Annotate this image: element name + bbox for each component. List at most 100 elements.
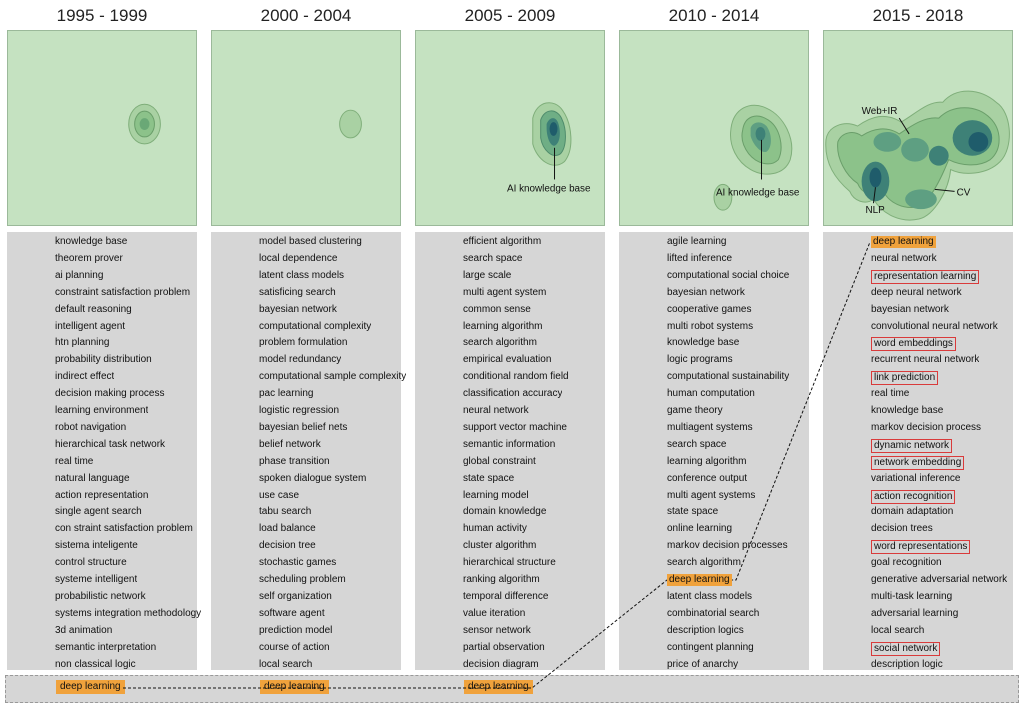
keyword-item[interactable]: robot navigation [55,421,127,433]
keyword-item[interactable]: sistema inteligente [55,540,138,552]
keyword-item[interactable]: social network [871,641,941,656]
keyword-item[interactable]: satisficing search [259,286,336,298]
keyword-item[interactable]: stochastic games [259,557,337,569]
keyword-item[interactable]: word embeddings [871,337,956,352]
keyword-item[interactable]: knowledge base [55,236,128,247]
keyword-item[interactable]: word representations [871,540,971,555]
keyword-item[interactable]: cluster algorithm [463,540,537,552]
keyword-item[interactable]: deep learning [871,236,936,248]
keyword-item[interactable]: price of anarchy [667,658,739,670]
keyword-item[interactable]: belief network [259,438,321,450]
keyword-item[interactable]: game theory [667,405,723,416]
keyword-item[interactable]: tabu search [259,506,312,518]
keyword-item[interactable]: domain adaptation [871,506,954,518]
keyword-item[interactable]: local dependence [259,252,338,264]
keyword-item[interactable]: computational complexity [259,320,372,332]
keyword-item[interactable]: course of action [259,641,330,653]
keyword-item[interactable]: hierarchical structure [463,557,556,569]
keyword-item[interactable]: decision making process [55,388,165,400]
keyword-item[interactable]: probability distribution [55,354,152,366]
keyword-item[interactable]: con straint satisfaction problem [55,523,193,535]
keyword-item[interactable]: bayesian network [259,303,337,315]
keyword-item[interactable]: adversarial learning [871,607,959,619]
keyword-item[interactable]: conference output [667,472,748,484]
keyword-item[interactable]: learning algorithm [667,455,747,467]
keyword-item[interactable]: real time [871,388,910,400]
bottom-keyword-2005-2009[interactable]: deep learning [464,680,533,694]
keyword-item[interactable]: support vector machine [463,421,567,433]
keyword-item[interactable]: multi robot systems [667,320,754,332]
keyword-item[interactable]: human activity [463,523,527,535]
keyword-item[interactable]: single agent search [55,506,142,518]
keyword-item[interactable]: action representation [55,489,149,501]
keyword-item[interactable]: network embedding [871,455,965,470]
keyword-item[interactable]: spoken dialogue system [259,472,367,484]
keyword-item[interactable]: classification accuracy [463,388,563,400]
keyword-item[interactable]: problem formulation [259,337,348,349]
keyword-item[interactable]: search algorithm [667,557,741,569]
keyword-item[interactable]: decision trees [871,523,933,535]
keyword-item[interactable]: state space [667,506,719,518]
keyword-item[interactable]: empirical evaluation [463,354,552,366]
keyword-item[interactable]: latent class models [259,269,345,281]
keyword-item[interactable]: ranking algorithm [463,574,540,585]
keyword-item[interactable]: htn planning [55,337,110,349]
keyword-item[interactable]: phase transition [259,455,330,467]
keyword-item[interactable]: generative adversarial network [871,574,1008,585]
keyword-item[interactable]: markov decision processes [667,540,788,552]
keyword-item[interactable]: description logic [871,658,943,670]
keyword-item[interactable]: deep learning [667,574,732,586]
keyword-item[interactable]: agile learning [667,236,727,247]
keyword-item[interactable]: use case [259,489,300,501]
keyword-item[interactable]: combinatorial search [667,607,760,619]
keyword-item[interactable]: decision diagram [463,658,539,670]
keyword-item[interactable]: computational sample complexity [259,371,407,383]
keyword-item[interactable]: pac learning [259,388,314,400]
keyword-item[interactable]: search space [667,438,727,450]
keyword-item[interactable]: indirect effect [55,371,115,383]
keyword-item[interactable]: learning model [463,489,529,501]
keyword-item[interactable]: probabilistic network [55,590,146,602]
keyword-item[interactable]: partial observation [463,641,545,653]
keyword-item[interactable]: temporal difference [463,590,549,602]
keyword-item[interactable]: bayesian network [667,286,745,298]
keyword-item[interactable]: bayesian network [871,303,949,315]
keyword-item[interactable]: computational sustainability [667,371,790,383]
keyword-item[interactable]: semantic information [463,438,556,450]
keyword-item[interactable]: neural network [463,405,529,416]
keyword-item[interactable]: systeme intelligent [55,574,138,585]
keyword-item[interactable]: default reasoning [55,303,132,315]
keyword-item[interactable]: knowledge base [871,405,944,416]
keyword-item[interactable]: intelligent agent [55,320,126,332]
keyword-item[interactable]: large scale [463,269,512,281]
keyword-item[interactable]: conditional random field [463,371,569,383]
keyword-item[interactable]: learning algorithm [463,320,543,332]
keyword-item[interactable]: lifted inference [667,252,733,264]
bottom-keyword-2000-2004[interactable]: deep learning [260,680,329,694]
keyword-item[interactable]: search space [463,252,523,264]
keyword-item[interactable]: ai planning [55,269,104,281]
keyword-item[interactable]: description logics [667,624,744,636]
keyword-item[interactable]: multi agent system [463,286,547,298]
keyword-item[interactable]: semantic interpretation [55,641,157,653]
keyword-item[interactable]: local search [871,624,925,636]
bottom-keyword-1995-1999[interactable]: deep learning [56,680,125,694]
keyword-item[interactable]: prediction model [259,624,333,636]
keyword-item[interactable]: model redundancy [259,354,342,366]
keyword-item[interactable]: natural language [55,472,130,484]
keyword-item[interactable]: efficient algorithm [463,236,542,247]
keyword-item[interactable]: constraint satisfaction problem [55,286,191,298]
keyword-item[interactable]: link prediction [871,371,939,386]
keyword-item[interactable]: common sense [463,303,531,315]
keyword-item[interactable]: multi agent systems [667,489,756,501]
keyword-item[interactable]: local search [259,658,313,670]
keyword-item[interactable]: software agent [259,607,325,619]
keyword-item[interactable]: representation learning [871,269,980,284]
keyword-item[interactable]: hierarchical task network [55,438,166,450]
keyword-item[interactable]: neural network [871,252,937,264]
keyword-item[interactable]: computational social choice [667,269,790,281]
keyword-item[interactable]: scheduling problem [259,574,346,585]
keyword-item[interactable]: sensor network [463,624,531,636]
keyword-item[interactable]: goal recognition [871,557,942,569]
keyword-item[interactable]: value iteration [463,607,526,619]
